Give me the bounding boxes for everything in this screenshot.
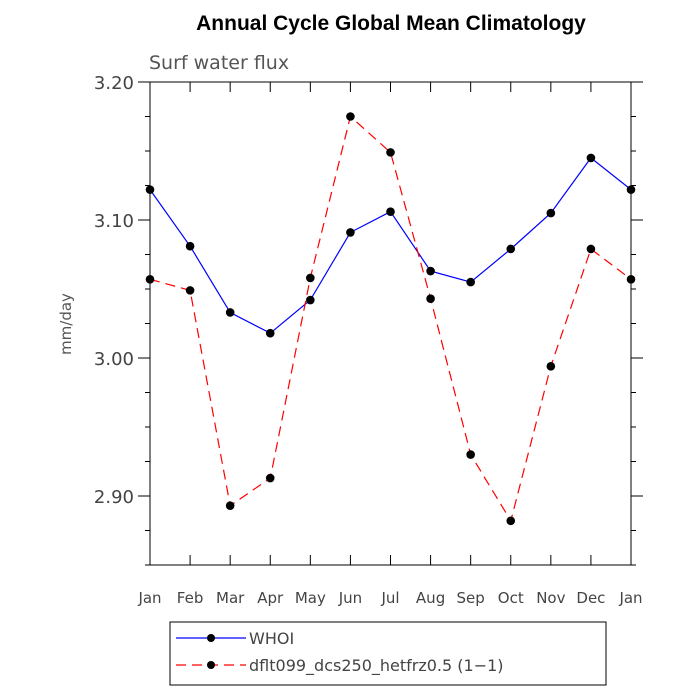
y-tick-label: 3.20: [94, 73, 134, 94]
y-tick-label: 2.90: [94, 487, 134, 508]
x-tick-label: Apr: [257, 589, 284, 607]
legend-entry-whoi: WHOI: [249, 629, 294, 648]
x-tick-label: Jul: [380, 589, 399, 607]
x-tick-label: May: [295, 589, 326, 607]
y-axis-label: mm/day: [57, 293, 75, 355]
x-tick-label: Nov: [536, 589, 565, 607]
x-tick-label: Mar: [216, 589, 245, 607]
x-tick-label: Jun: [338, 589, 362, 607]
x-tick-label: Jan: [618, 589, 642, 607]
data-point: [225, 308, 235, 317]
chart-subtitle: Surf water flux: [149, 52, 289, 74]
data-point: [546, 361, 556, 371]
data-point: [145, 275, 155, 284]
x-tick-label: Aug: [416, 589, 445, 607]
legend-entry-model: dflt099_dcs250_hetfrz0.5 (1−1): [249, 656, 504, 676]
data-point: [586, 244, 596, 254]
x-tick-label: Jan: [137, 589, 161, 607]
legend-marker-model: [207, 661, 215, 669]
series-line-0: [149, 157, 632, 334]
y-tick-label: 3.00: [94, 349, 134, 370]
data-point: [145, 185, 155, 194]
legend: WHOI dflt099_dcs250_hetfrz0.5 (1−1): [169, 621, 607, 686]
data-point: [506, 516, 516, 526]
data-point: [386, 148, 395, 157]
data-point: [306, 273, 315, 283]
data-point: [426, 266, 435, 276]
data-point: [346, 228, 355, 237]
data-point: [586, 153, 596, 163]
data-point: [306, 295, 315, 305]
data-point: [346, 112, 355, 121]
data-point: [185, 241, 195, 251]
data-point: [466, 277, 475, 287]
data-point: [426, 294, 435, 303]
data-point: [546, 208, 556, 218]
data-point: [185, 286, 195, 295]
data-point: [506, 244, 516, 254]
data-point: [225, 501, 235, 510]
x-tick-label: Sep: [457, 589, 485, 607]
x-tick-label: Dec: [576, 589, 605, 607]
data-point: [626, 185, 636, 194]
data-point: [265, 473, 275, 483]
series-line-1: [149, 115, 632, 523]
x-tick-label: Oct: [498, 589, 524, 607]
x-tick-label: Feb: [177, 589, 204, 607]
axis-ticks: Jan Feb Mar Apr May Jun Jul Aug Sep Oct Nov Dec Jan 2…: [94, 73, 643, 607]
y-tick-label: 3.10: [94, 211, 134, 232]
legend-box: [169, 621, 607, 686]
data-point: [265, 328, 275, 338]
chart-title: Annual Cycle Global Mean Climatology: [196, 12, 586, 35]
legend-marker-whoi: [207, 634, 215, 642]
data-point: [466, 450, 475, 459]
series-group: [145, 112, 636, 526]
data-point: [386, 207, 395, 217]
data-point: [626, 275, 636, 284]
